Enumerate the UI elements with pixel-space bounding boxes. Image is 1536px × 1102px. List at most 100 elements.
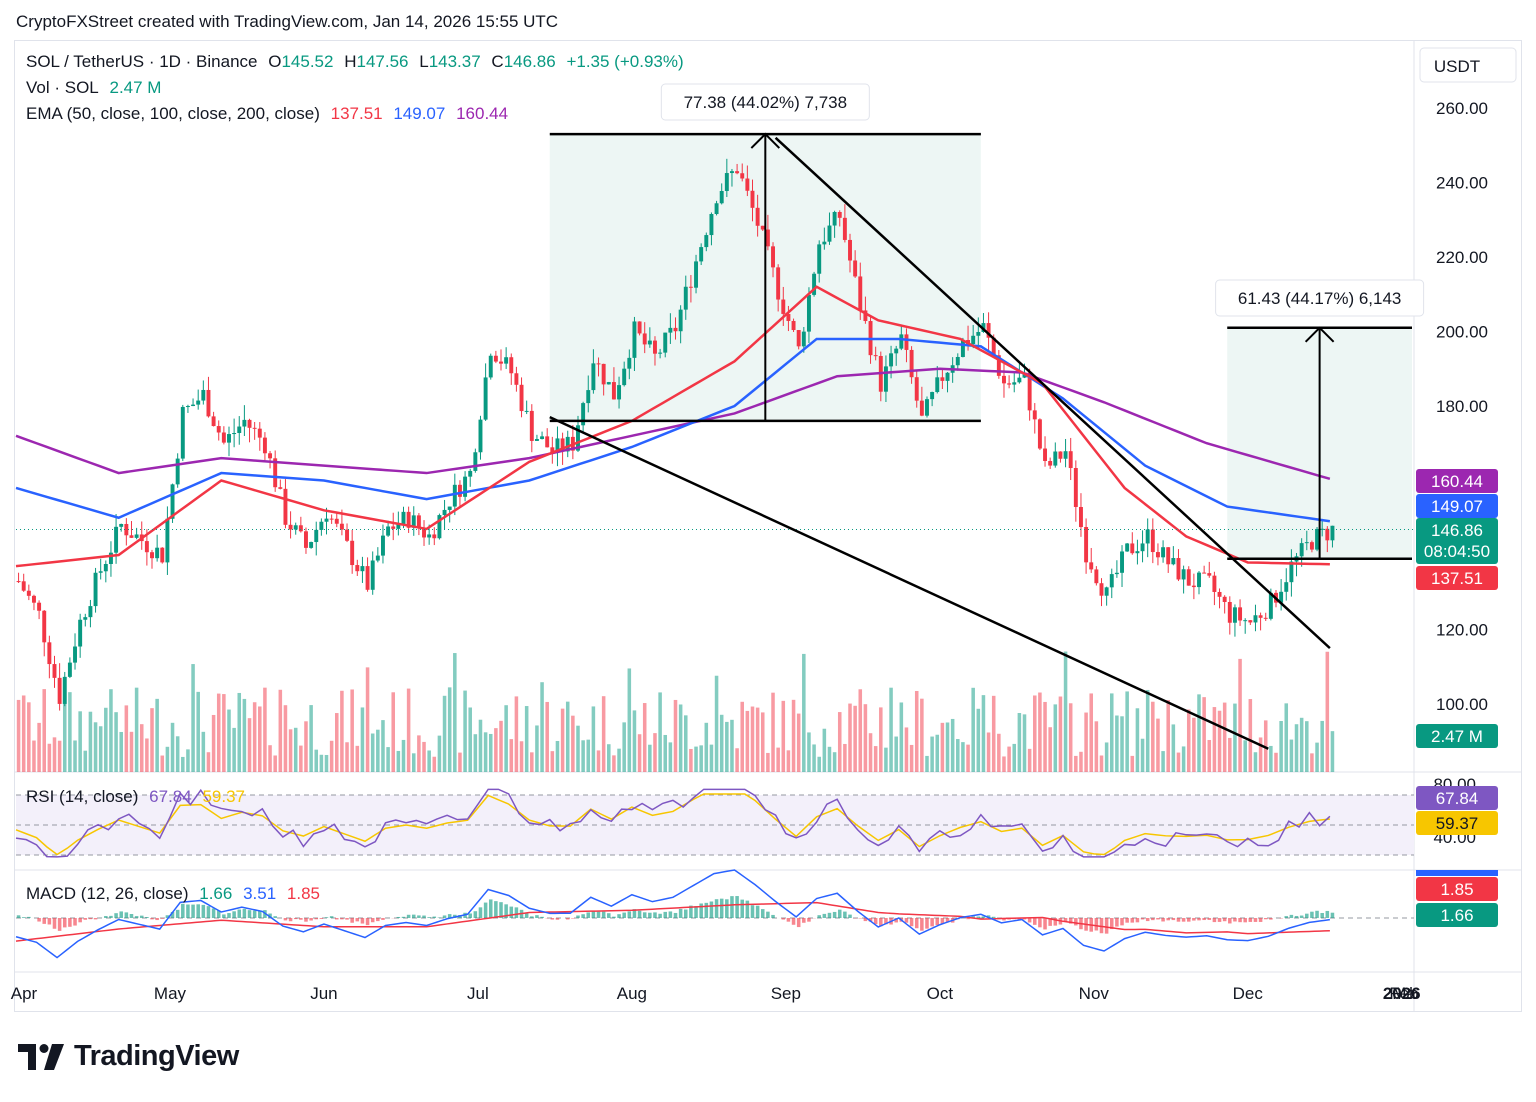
candle[interactable] [637, 321, 642, 334]
candle[interactable] [1099, 583, 1104, 596]
candle[interactable] [509, 357, 514, 374]
candle[interactable] [345, 529, 350, 541]
candle[interactable] [42, 610, 47, 643]
candle[interactable] [925, 399, 929, 416]
candle[interactable] [1330, 525, 1335, 541]
rsi-line[interactable] [15, 788, 1331, 858]
candle[interactable] [1176, 558, 1181, 580]
candle[interactable] [889, 353, 894, 367]
candle[interactable] [812, 273, 817, 295]
candle[interactable] [1007, 383, 1012, 385]
candle[interactable] [776, 267, 781, 300]
candle[interactable] [894, 348, 899, 354]
rsi-label[interactable]: RSI (14, close) [26, 787, 139, 806]
ema200-line[interactable] [15, 367, 1331, 481]
candle[interactable] [237, 426, 242, 434]
candle[interactable] [540, 436, 545, 440]
chart-frame[interactable] [14, 40, 1522, 1012]
candle[interactable] [1191, 585, 1196, 588]
candle[interactable] [103, 563, 108, 572]
candle[interactable] [206, 389, 211, 417]
candle[interactable] [339, 523, 344, 530]
candle[interactable] [375, 555, 380, 561]
candle[interactable] [1161, 547, 1166, 558]
candle[interactable] [47, 642, 52, 665]
candle[interactable] [873, 355, 878, 357]
candle[interactable] [134, 534, 139, 538]
candle[interactable] [653, 340, 657, 354]
candle[interactable] [365, 566, 370, 590]
candle[interactable] [1207, 573, 1212, 576]
candle[interactable] [427, 534, 432, 538]
candle[interactable] [201, 389, 206, 401]
candle[interactable] [704, 235, 709, 248]
candle[interactable] [1253, 615, 1258, 623]
candle[interactable] [945, 372, 950, 381]
candle[interactable] [324, 518, 329, 522]
candle[interactable] [514, 373, 519, 385]
candle[interactable] [663, 332, 668, 353]
candle[interactable] [370, 560, 375, 590]
candle[interactable] [252, 427, 257, 429]
currency-button[interactable] [1419, 47, 1517, 83]
candle[interactable] [1284, 582, 1289, 592]
candle[interactable] [360, 566, 365, 572]
candle[interactable] [627, 357, 632, 369]
candle[interactable] [114, 526, 119, 553]
candle[interactable] [242, 419, 247, 427]
candle[interactable] [586, 390, 591, 404]
candle[interactable] [422, 527, 426, 538]
candle[interactable] [1002, 375, 1006, 384]
candle[interactable] [247, 419, 252, 428]
candle[interactable] [416, 515, 421, 528]
candle[interactable] [257, 428, 262, 438]
candle[interactable] [858, 276, 863, 311]
candle[interactable] [683, 286, 688, 310]
candle[interactable] [1263, 617, 1268, 619]
candle[interactable] [288, 524, 293, 530]
candle[interactable] [996, 355, 1001, 376]
candle[interactable] [1212, 575, 1217, 592]
candle[interactable] [1037, 419, 1042, 449]
candle[interactable] [380, 535, 385, 556]
candle[interactable] [406, 511, 411, 528]
candle[interactable] [658, 352, 663, 354]
channel-upper-trendline[interactable] [774, 136, 1331, 650]
candle[interactable] [31, 595, 36, 603]
candle[interactable] [98, 571, 103, 573]
candle[interactable] [391, 526, 396, 529]
candle[interactable] [791, 320, 796, 331]
candle[interactable] [827, 225, 832, 242]
candle[interactable] [1058, 451, 1063, 459]
candle[interactable] [329, 518, 334, 520]
candle[interactable] [642, 333, 647, 345]
candle[interactable] [591, 363, 596, 391]
candle[interactable] [1227, 601, 1232, 623]
candle[interactable] [262, 437, 267, 454]
candle[interactable] [155, 547, 160, 559]
candle[interactable] [709, 214, 714, 236]
candle[interactable] [1309, 542, 1314, 550]
candle[interactable] [396, 524, 401, 529]
candle[interactable] [1304, 542, 1309, 544]
candle[interactable] [483, 377, 488, 420]
candle[interactable] [935, 377, 940, 393]
candle[interactable] [837, 211, 842, 218]
candle[interactable] [1325, 528, 1330, 541]
candle[interactable] [1243, 620, 1248, 622]
candle[interactable] [745, 178, 750, 191]
candle[interactable] [581, 403, 586, 426]
candle[interactable] [108, 552, 113, 564]
candle[interactable] [493, 355, 498, 362]
candle[interactable] [550, 447, 555, 453]
candle[interactable] [986, 323, 991, 338]
candle[interactable] [473, 452, 478, 471]
candle[interactable] [668, 327, 673, 333]
candle[interactable] [576, 425, 580, 451]
candle[interactable] [560, 438, 565, 452]
candle[interactable] [334, 518, 339, 524]
candle[interactable] [750, 190, 755, 208]
candle[interactable] [314, 529, 319, 543]
candle[interactable] [1068, 451, 1073, 469]
candle[interactable] [78, 619, 83, 647]
